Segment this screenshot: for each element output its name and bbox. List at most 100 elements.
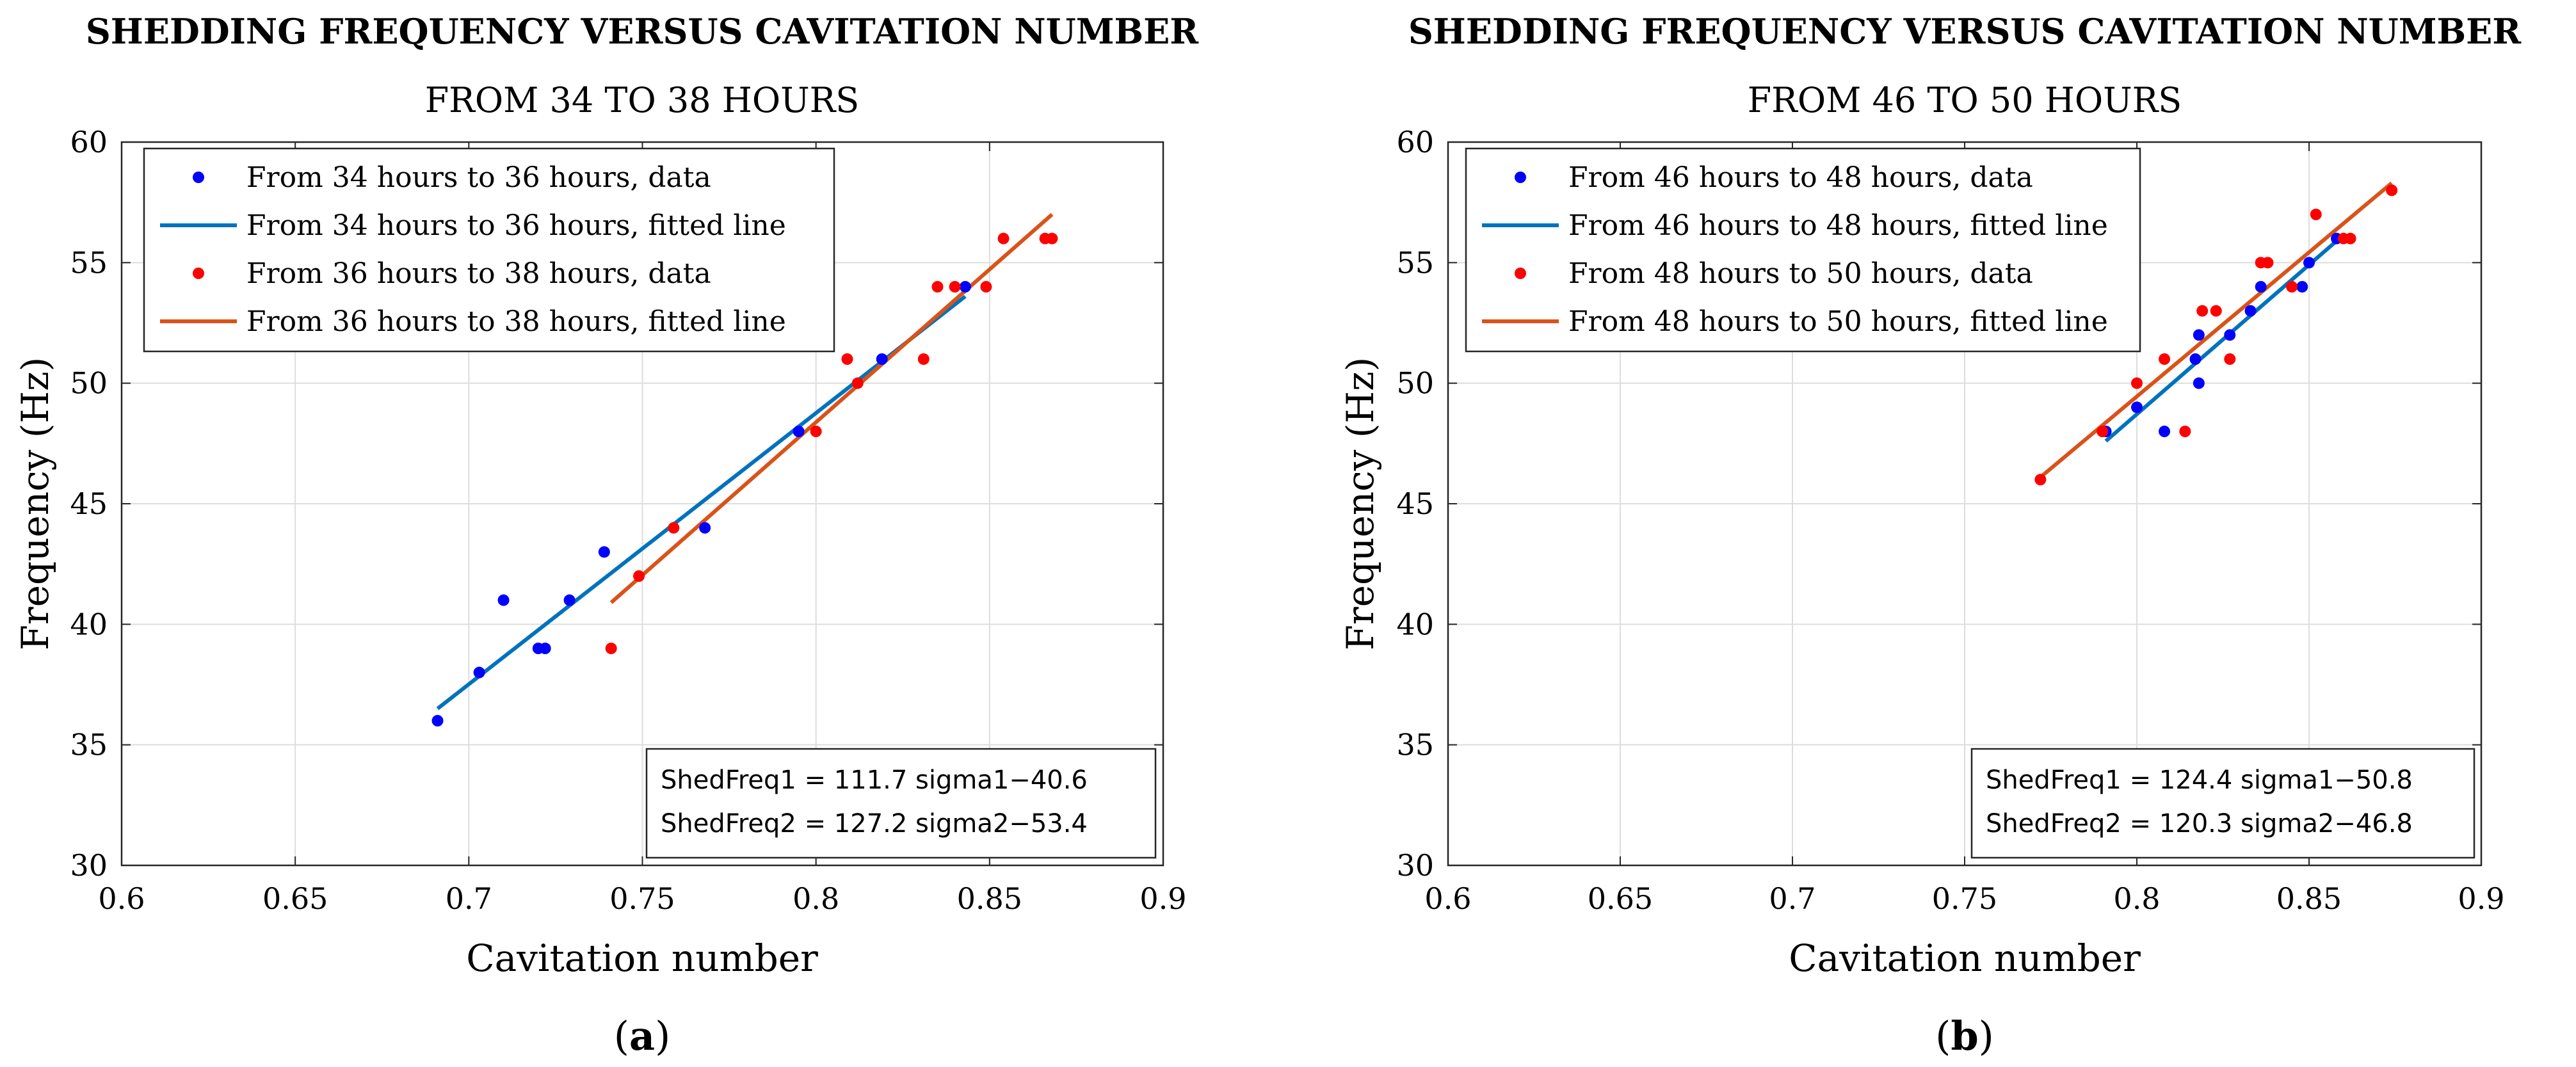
data-point [949,281,961,293]
legend-entry-label: From 34 hours to 36 hours, data [246,161,711,194]
data-point [2344,232,2356,245]
x-tick-label: 0.9 [1139,881,1186,916]
y-axis-label: Frequency (Hz) [1339,357,1382,651]
data-point [2196,305,2209,317]
data-point [2255,281,2267,293]
legend: From 46 hours to 48 hours, data From 46 h… [1465,147,2141,353]
legend-marker [193,172,204,183]
chart-subtitle: FROM 34 TO 38 HOURS [425,80,860,120]
x-tick-label: 0.7 [1769,881,1815,916]
x-tick-label: 0.6 [98,881,145,916]
chart-title: SHEDDING FREQUENCY VERSUS CAVITATION NUM… [1408,11,2522,52]
data-point [917,353,930,365]
fitted-line-1 [436,294,967,710]
legend-entry-label: From 48 hours to 50 hours, fitted line [1568,305,2108,338]
fit-equation: ShedFreq1 = 111.7 sigma1−40.6 [661,766,1088,795]
data-point [2244,305,2257,317]
data-point [563,594,576,606]
data-point [598,546,610,558]
y-tick-label: 35 [70,728,108,762]
fit-equation: ShedFreq2 = 120.3 sigma2−46.8 [1986,809,2413,838]
data-point [841,353,853,365]
legend-marker [1515,172,1526,183]
x-tick-label: 0.75 [1932,881,1997,916]
data-point [876,353,888,365]
legend-entry-label: From 48 hours to 50 hours, data [1568,257,2033,290]
y-tick-label: 60 [70,125,108,159]
data-point [2189,353,2202,365]
data-point [2159,353,2171,365]
x-axis-label: Cavitation number [466,936,818,980]
equation-box-border [1970,748,2475,859]
x-tick-label: 0.6 [1424,881,1471,916]
data-point [2224,353,2236,365]
data-point [2210,305,2222,317]
data-point [931,281,944,293]
fitted-line-3 [609,213,1054,604]
chart-panel-a: SHEDDING FREQUENCY VERSUS CAVITATION NUM… [13,11,1199,1059]
panel-label-close: ) [1979,1013,1994,1059]
x-axis-label: Cavitation number [1789,936,2141,980]
panel-label-open: ( [1935,1013,1951,1059]
x-tick-label: 0.85 [2276,881,2342,916]
legend-entry-label: From 46 hours to 48 hours, data [1568,161,2033,194]
data-point [2131,377,2143,389]
data-point [997,232,1010,245]
data-point [539,643,551,654]
data-point [2286,281,2298,293]
data-point [980,281,992,293]
legend-entry-label: From 34 hours to 36 hours, fitted line [246,209,786,242]
data-point [431,715,444,726]
data-point [633,570,645,582]
panel-label: (a) [614,1013,671,1059]
data-point [2034,474,2047,486]
x-tick-label: 0.65 [1588,881,1653,916]
x-tick-label: 0.75 [609,881,675,916]
panel-label: (b) [1935,1013,1994,1059]
data-point [810,426,822,437]
data-point [959,281,971,293]
data-point [2262,257,2274,269]
data-point [2224,329,2236,341]
axes-box [1447,141,2483,867]
y-tick-label: 55 [1396,245,1434,280]
fit-equation: ShedFreq2 = 127.2 sigma2−53.4 [661,809,1088,838]
legend-marker [1515,268,1526,279]
data-point [2097,426,2109,437]
data-point [473,666,485,678]
legend: From 34 hours to 36 hours, data From 34 h… [143,147,835,353]
data-point [2303,257,2315,269]
data-point [2159,426,2171,437]
equation-box-border [645,748,1157,859]
equation-box: ShedFreq1 = 124.4 sigma1−50.8 ShedFreq2 =… [1970,748,2475,859]
y-tick-label: 55 [70,245,108,280]
data-point [497,594,510,606]
y-tick-label: 50 [70,366,108,401]
panel-label-close: ) [655,1013,670,1059]
chart-title: SHEDDING FREQUENCY VERSUS CAVITATION NUM… [86,11,1199,52]
y-tick-label: 30 [1396,848,1434,883]
legend-entry-label: From 36 hours to 38 hours, fitted line [246,305,786,338]
y-tick-label: 45 [1396,486,1434,521]
data-point [2310,209,2322,220]
panel-label-letter: a [629,1013,655,1059]
data-point [793,426,805,437]
chart-panel-b: SHEDDING FREQUENCY VERSUS CAVITATION NUM… [1339,11,2522,1059]
data-point [699,522,711,534]
x-tick-label: 0.9 [2458,881,2504,916]
data-point [2193,329,2205,341]
data-point [2193,377,2205,389]
fit-equation: ShedFreq1 = 124.4 sigma1−50.8 [1986,766,2413,795]
legend-entry-label: From 46 hours to 48 hours, fitted line [1568,209,2108,242]
x-tick-label: 0.8 [793,881,839,916]
data-point [668,522,680,534]
equation-box: ShedFreq1 = 111.7 sigma1−40.6 ShedFreq2 =… [645,748,1157,859]
y-axis-label: Frequency (Hz) [13,357,57,651]
data-point [2296,281,2308,293]
chart-subtitle: FROM 46 TO 50 HOURS [1748,80,2182,120]
y-tick-label: 30 [70,848,108,883]
data-point [2386,184,2398,197]
data-point [2131,401,2143,413]
data-point [1046,232,1058,245]
